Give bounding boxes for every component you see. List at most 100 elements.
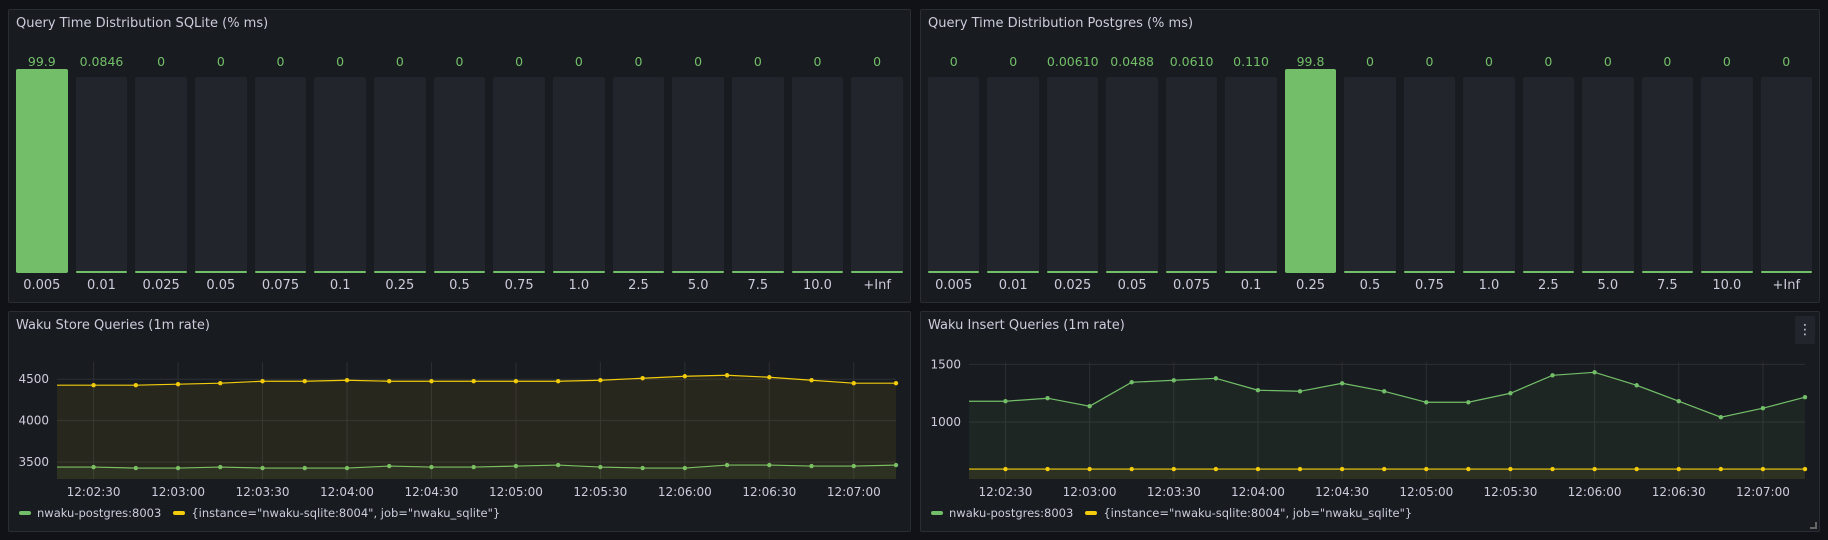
x-tick-label: 12:04:30 — [404, 485, 458, 499]
bar-track — [1760, 77, 1812, 273]
data-point — [1802, 394, 1808, 400]
bar-fill — [1165, 271, 1218, 273]
legend-item[interactable]: nwaku-postgres:8003 — [931, 506, 1073, 520]
data-point — [1550, 466, 1555, 472]
bar-value: 0.0846 — [79, 54, 124, 69]
bar-category-label: 7.5 — [747, 278, 769, 293]
bar-fill — [16, 69, 68, 273]
bar-+Inf: 0 +Inf — [1760, 50, 1812, 296]
bar-category-label: +Inf — [863, 278, 891, 293]
panel-insert-queries: Waku Insert Queries (1m rate) ⋮ 1000 1500… — [920, 311, 1820, 532]
bar-track — [433, 77, 486, 273]
bar-value: 0 — [949, 54, 958, 69]
bar-track — [1522, 77, 1575, 273]
bar-0.075: 0.0610 0.075 — [1165, 50, 1218, 296]
y-tick-label: 4500 — [18, 372, 49, 386]
panel-menu-button[interactable]: ⋮ — [1795, 316, 1815, 344]
bar-category-label: 0.25 — [1296, 278, 1325, 293]
panel-title[interactable]: Query Time Distribution SQLite (% ms) — [16, 16, 269, 31]
bar-track — [1165, 77, 1218, 273]
data-point — [1255, 388, 1261, 393]
x-tick-label: 12:04:00 — [320, 485, 374, 499]
data-point — [1171, 466, 1176, 472]
resize-handle[interactable] — [1810, 522, 1817, 529]
panel-title[interactable]: Waku Store Queries (1m rate) — [16, 318, 210, 333]
bar-category-label: 0.075 — [1172, 278, 1211, 293]
bar-fill — [433, 271, 486, 273]
legend-swatch — [1085, 511, 1098, 515]
data-point — [1466, 400, 1471, 405]
data-point — [767, 375, 772, 380]
bar-category-label: 0.75 — [1414, 278, 1444, 293]
x-tick-label: 12:05:30 — [1483, 485, 1537, 499]
bar-track — [1463, 77, 1515, 273]
bar-track — [1641, 77, 1694, 273]
bar-value: 99.8 — [1296, 54, 1325, 69]
bar-track — [791, 77, 844, 273]
bar-category-label: 1.0 — [568, 278, 590, 293]
bar-track — [987, 77, 1039, 273]
data-point — [682, 465, 688, 471]
bar-+Inf: 0 +Inf — [851, 50, 903, 296]
legend-item[interactable]: nwaku-postgres:8003 — [19, 506, 161, 520]
x-tick-label: 12:03:00 — [1063, 485, 1117, 499]
bar-fill — [254, 271, 307, 273]
bar-fill — [1463, 271, 1515, 273]
data-point — [344, 465, 350, 471]
bar-track — [16, 69, 68, 273]
panel-sqlite-distribution: Query Time Distribution SQLite (% ms) 99… — [8, 9, 911, 303]
bar-value: 0 — [1603, 54, 1612, 69]
bar-fill — [553, 271, 605, 273]
x-tick-label: 12:05:00 — [489, 485, 543, 499]
bar-1.0: 0 1.0 — [553, 50, 605, 296]
data-point — [1003, 466, 1008, 472]
bar-category-label: 5.0 — [1597, 278, 1619, 293]
data-point — [387, 463, 392, 469]
data-point — [1045, 396, 1050, 401]
data-point — [1424, 466, 1429, 472]
bar-category-label: 0.5 — [1359, 278, 1381, 293]
bar-category-label: 0.75 — [504, 278, 534, 293]
panel-title[interactable]: Query Time Distribution Postgres (% ms) — [928, 16, 1194, 31]
bar-0.025: 0.00610 0.025 — [1046, 50, 1099, 296]
bar-5.0: 0 5.0 — [672, 50, 724, 296]
bar-2.5: 0 2.5 — [612, 50, 665, 296]
data-point — [1381, 466, 1387, 472]
data-point — [1045, 466, 1050, 472]
x-tick-label: 12:05:30 — [573, 485, 627, 499]
series-area — [969, 469, 1805, 479]
bar-track — [553, 77, 605, 273]
x-tick-label: 12:02:30 — [979, 485, 1033, 499]
bar-track — [493, 77, 545, 273]
y-tick-label: 1000 — [930, 415, 961, 429]
bar-category-label: 0.025 — [1054, 278, 1092, 293]
data-point — [598, 464, 603, 470]
bar-category-label: 0.005 — [935, 278, 973, 293]
legend-item[interactable]: {instance="nwaku-sqlite:8004", job="nwak… — [1085, 506, 1412, 520]
bar-value: 0 — [157, 54, 166, 69]
data-point — [133, 465, 139, 471]
legend-label: nwaku-postgres:8003 — [37, 506, 162, 520]
x-tick-label: 12:03:30 — [1147, 485, 1201, 499]
legend-item[interactable]: {instance="nwaku-sqlite:8004", job="nwak… — [173, 506, 500, 520]
bar-category-label: 2.5 — [628, 278, 649, 293]
bar-category-label: 10.0 — [1712, 278, 1742, 293]
data-point — [1129, 466, 1134, 472]
data-point — [1424, 400, 1429, 405]
data-point — [555, 379, 561, 384]
bar-value: 0 — [813, 54, 822, 69]
bar-value: 0 — [1544, 54, 1553, 69]
bar-track — [612, 77, 665, 273]
panel-title[interactable]: Waku Insert Queries (1m rate) — [928, 318, 1125, 333]
panel-postgres-distribution: Query Time Distribution Postgres (% ms) … — [920, 9, 1820, 303]
bar-0.01: 0.0846 0.01 — [75, 50, 128, 296]
bar-track — [928, 77, 980, 273]
bar-value: 0 — [1484, 54, 1493, 69]
bar-fill — [195, 271, 247, 273]
bar-category-label: 0.005 — [23, 278, 61, 293]
bar-5.0: 0 5.0 — [1582, 50, 1634, 296]
bar-fill — [672, 271, 724, 273]
bar-value: 0 — [753, 54, 762, 69]
data-point — [1592, 370, 1597, 375]
bar-fill — [314, 271, 366, 273]
